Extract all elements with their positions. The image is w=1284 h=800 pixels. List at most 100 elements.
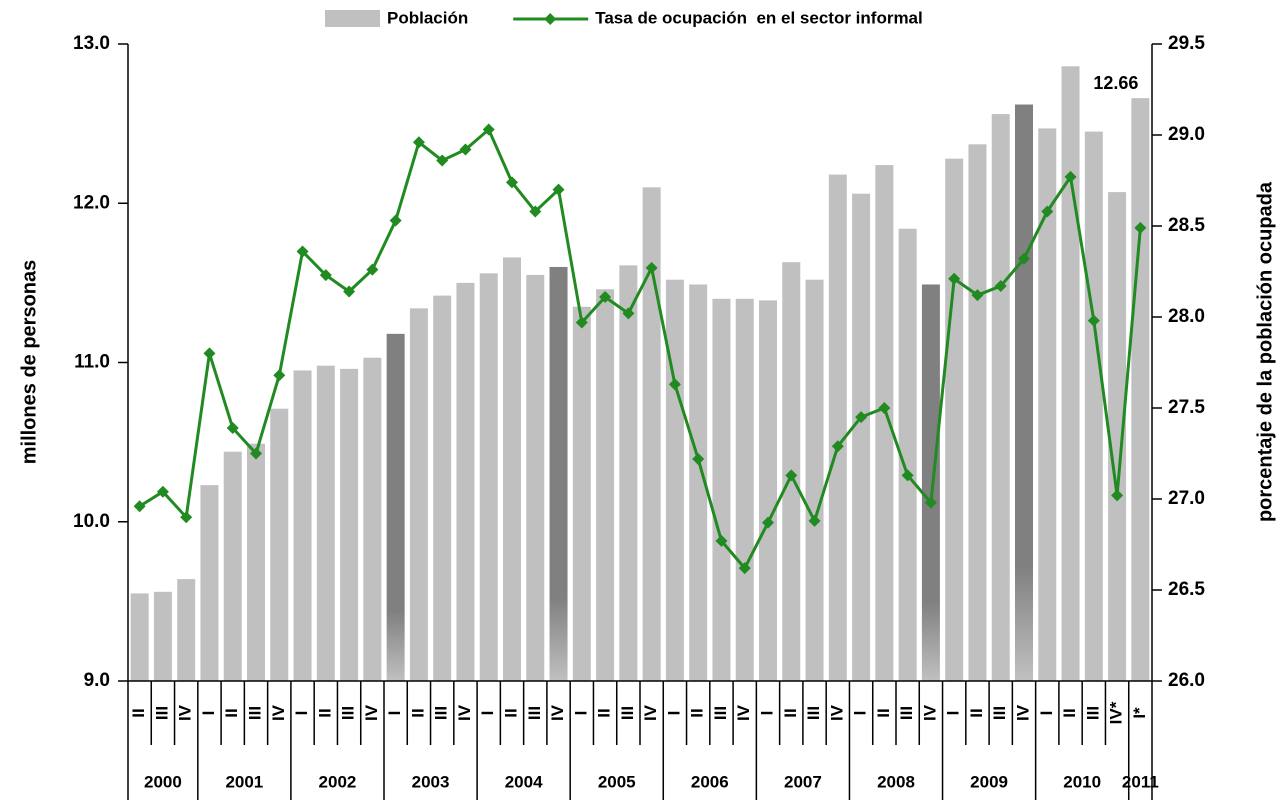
bar: [363, 357, 382, 681]
y-tick-label: 12.0: [73, 192, 110, 213]
x-tick-label: III: [245, 706, 264, 720]
x-tick-label: III: [990, 706, 1009, 720]
marker: [855, 411, 868, 424]
bar: [619, 265, 638, 681]
bar: [596, 289, 615, 681]
marker: [831, 440, 844, 453]
legend-swatch: [325, 10, 380, 27]
bar: [247, 443, 265, 681]
bar: [852, 193, 871, 681]
x-tick-label: I: [757, 711, 776, 716]
bar: [735, 298, 754, 681]
x-tick-label: IV*: [1107, 701, 1126, 724]
marker: [1087, 314, 1100, 327]
x-tick-label: II: [408, 708, 427, 717]
y2-axis-title: porcentaje de la población ocupada: [1254, 181, 1276, 522]
bar: [875, 165, 894, 681]
y2-tick-label: 29.5: [1168, 33, 1205, 54]
bar: [1015, 104, 1033, 681]
bar: [479, 273, 498, 681]
bar: [828, 174, 847, 681]
bar: [293, 370, 312, 681]
bar: [409, 308, 428, 681]
y2-tick-label: 26.0: [1168, 670, 1205, 691]
y2-tick-label: 26.5: [1168, 579, 1205, 600]
marker: [273, 369, 286, 382]
x-tick-label: III: [711, 706, 730, 720]
x-tick-label: II: [967, 708, 986, 717]
x-tick-label: III: [1083, 706, 1102, 720]
x-tick-label: II: [781, 708, 800, 717]
marker: [459, 143, 472, 156]
bar: [945, 158, 964, 681]
bar: [665, 279, 684, 681]
x-tick-label: III: [525, 706, 544, 720]
bar: [526, 274, 545, 681]
marker: [389, 214, 402, 227]
y-tick-label: 10.0: [73, 511, 110, 532]
bar: [153, 591, 172, 681]
marker: [343, 285, 356, 298]
marker: [692, 452, 705, 465]
group-label: 2010: [1063, 772, 1101, 791]
legend-label: Población: [387, 8, 468, 27]
x-tick-label: I: [944, 711, 963, 716]
y2-tick-label: 29.0: [1168, 124, 1205, 145]
x-tick-label: III: [897, 706, 916, 720]
x-tick-label: III: [804, 706, 823, 720]
x-tick-label: III: [432, 706, 451, 720]
group-label: 2006: [691, 772, 729, 791]
group-label: 2001: [225, 772, 263, 791]
marker: [645, 261, 658, 274]
marker: [575, 316, 588, 329]
x-tick-label: IV: [455, 704, 474, 721]
marker: [622, 307, 635, 320]
bar: [223, 451, 242, 681]
x-tick-label: II: [222, 708, 241, 717]
x-tick-label: IV: [734, 704, 753, 721]
group-label: 2005: [598, 772, 636, 791]
group-label: 2002: [319, 772, 357, 791]
x-tick-label: III: [339, 706, 358, 720]
marker: [156, 485, 169, 498]
marker: [482, 123, 495, 136]
x-tick-label: I: [571, 711, 590, 716]
bar: [200, 485, 219, 681]
marker: [971, 289, 984, 302]
x-tick-label: IV: [269, 704, 288, 721]
bar: [921, 284, 940, 681]
marker: [762, 516, 774, 529]
marker: [203, 347, 216, 360]
x-tick-label: IV: [548, 704, 567, 721]
y-tick-label: 13.0: [73, 33, 110, 54]
bar: [805, 279, 824, 681]
marker: [948, 272, 961, 285]
x-tick-label: II: [874, 708, 893, 717]
marker: [133, 500, 146, 513]
bar: [642, 187, 661, 681]
marker: [180, 511, 193, 524]
marker: [250, 447, 262, 460]
marker: [715, 534, 728, 547]
x-tick-label: II: [315, 708, 334, 717]
x-tick-label: I: [292, 711, 311, 716]
marker: [296, 245, 309, 258]
x-tick-label: IV: [827, 704, 846, 721]
bar: [130, 593, 149, 681]
bar: [340, 368, 359, 681]
marker: [1134, 221, 1147, 234]
marker: [529, 205, 542, 218]
marker: [738, 562, 751, 575]
x-tick-label: I: [851, 711, 870, 716]
line: [138, 127, 1142, 571]
bar: [1061, 66, 1080, 682]
x-tick-label: III: [152, 706, 171, 720]
legend-marker: [544, 13, 557, 25]
bar: [689, 284, 708, 681]
bar: [898, 228, 917, 682]
x-tick-label: IV: [176, 704, 195, 721]
bar: [759, 300, 777, 681]
bar: [1108, 192, 1127, 682]
bar: [1038, 128, 1057, 682]
